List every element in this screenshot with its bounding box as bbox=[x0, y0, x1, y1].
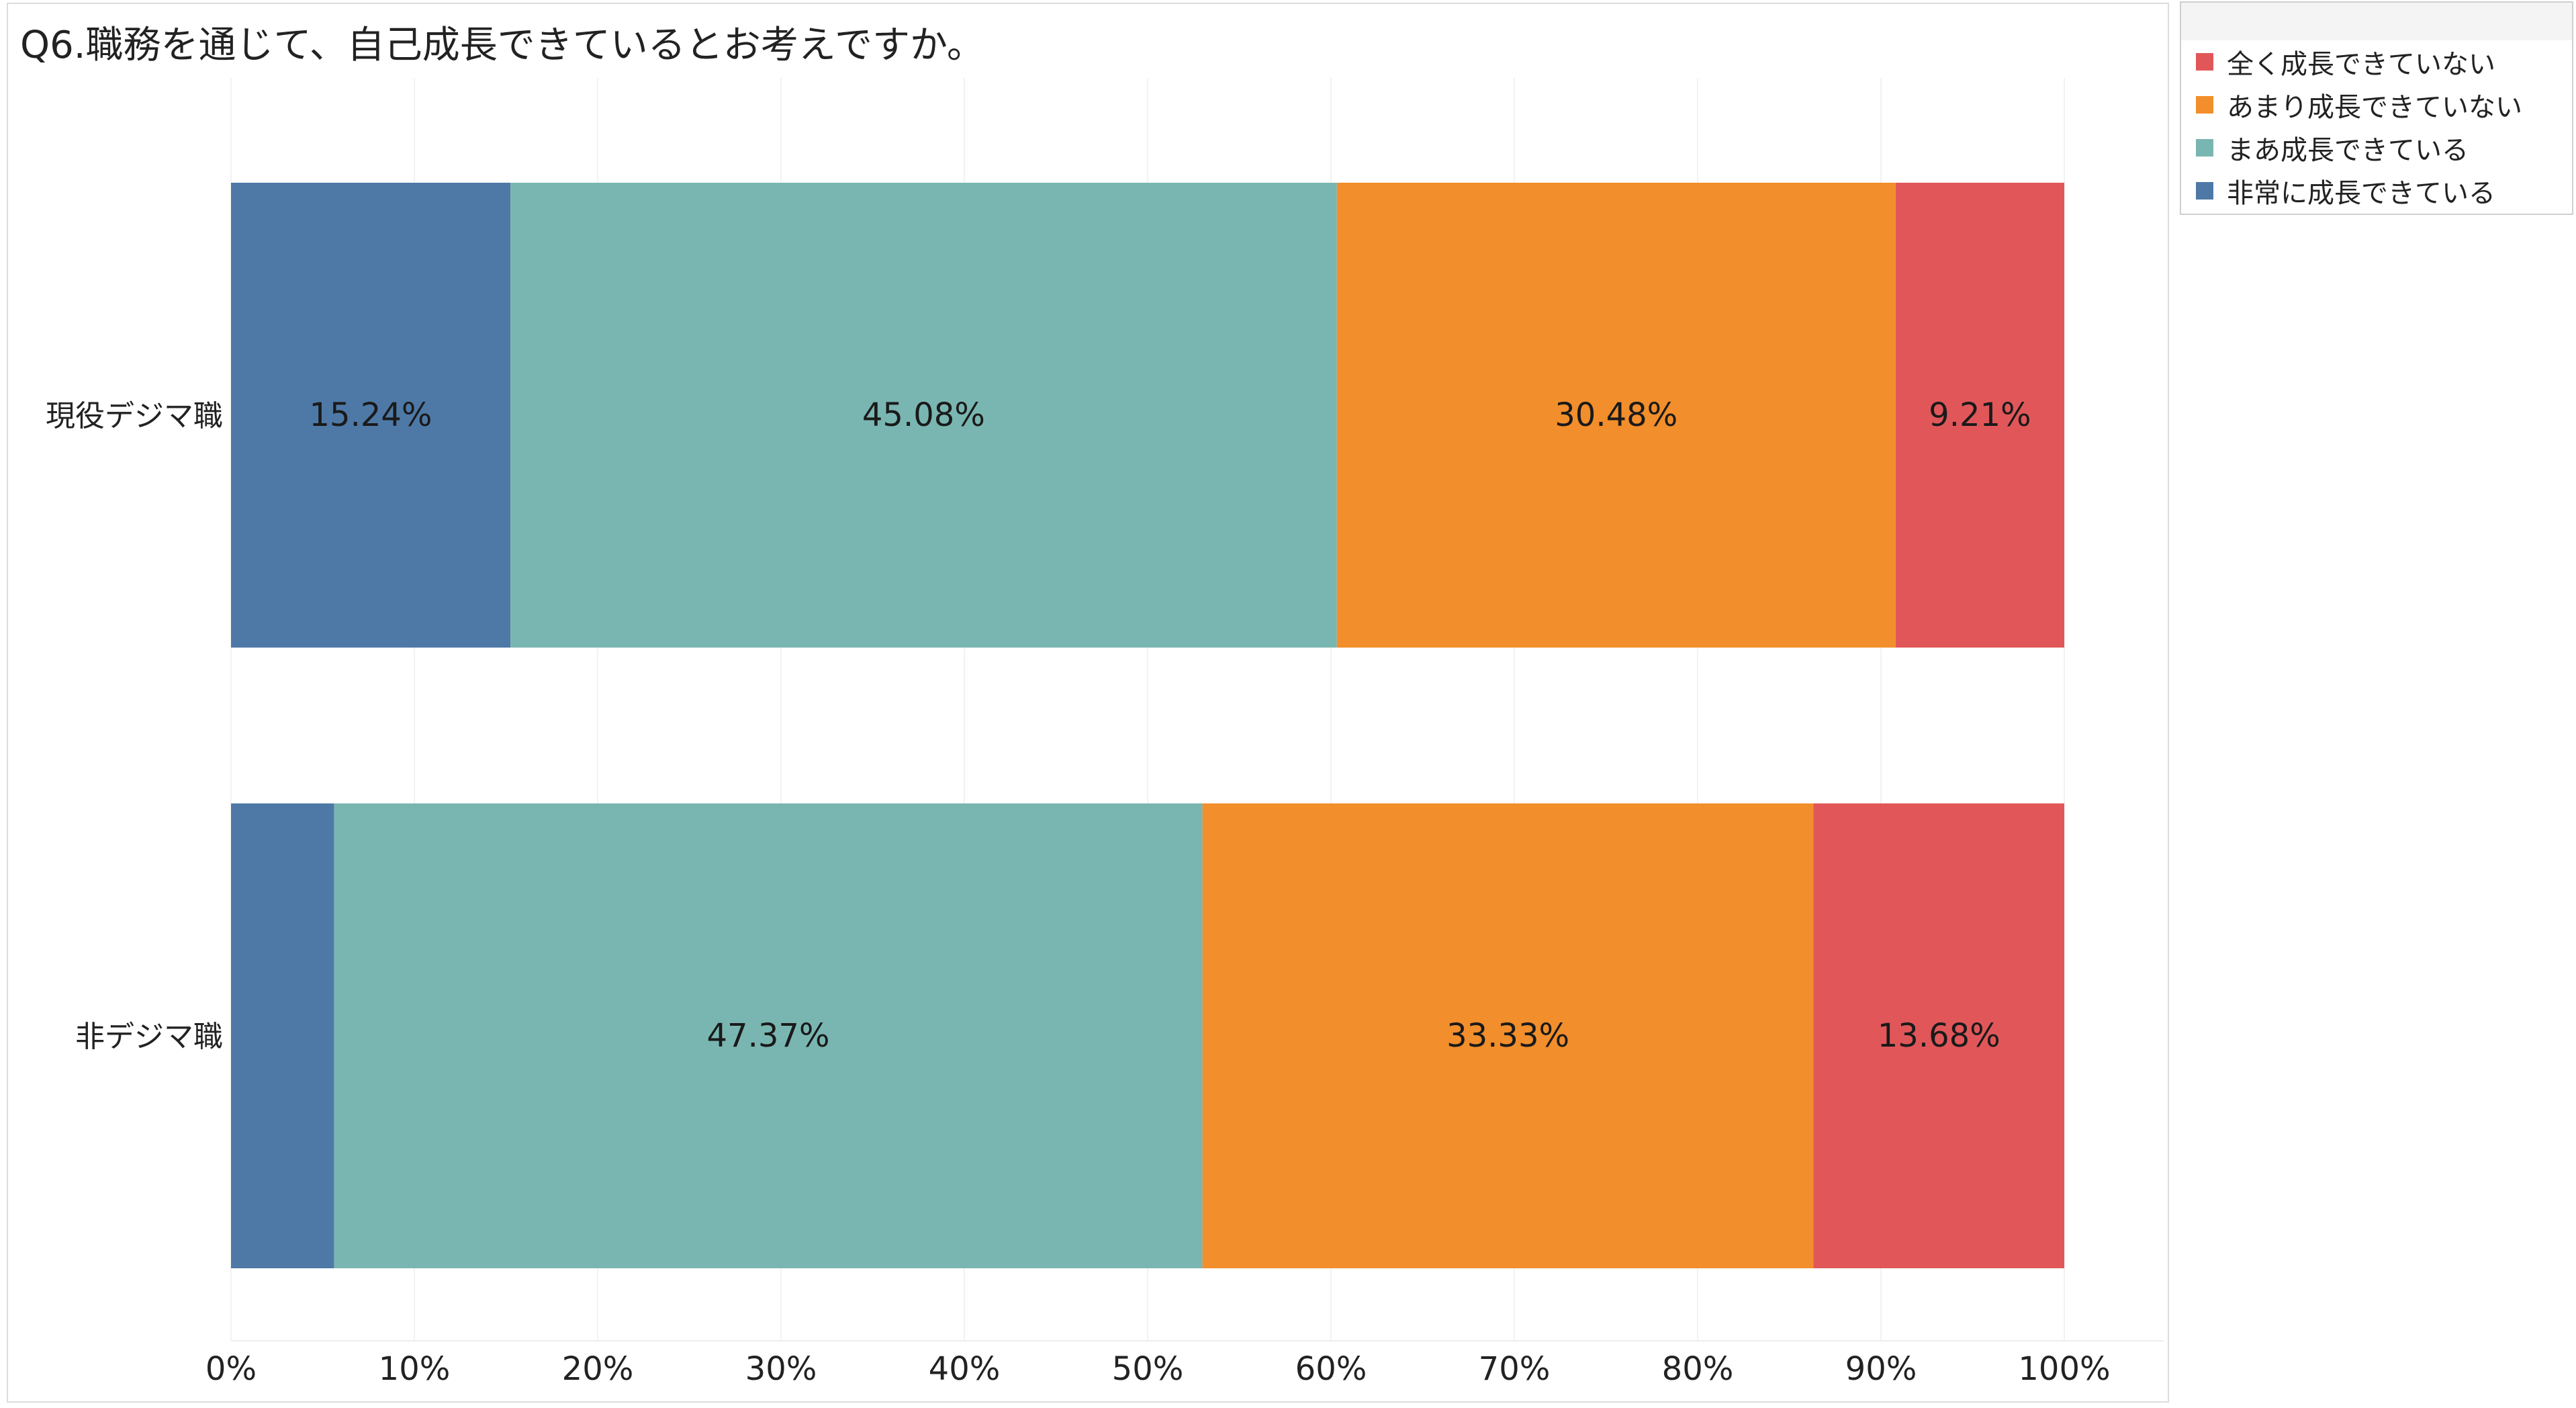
legend-label: まあ成長できている bbox=[2227, 135, 2469, 166]
x-tick-label: 40% bbox=[929, 1350, 1001, 1388]
x-tick-label: 30% bbox=[745, 1350, 817, 1388]
legend: 全く成長できていない あまり成長できていない まあ成長できている 非常に成長できている bbox=[2180, 1, 2573, 215]
category-label: 非デジマ職 bbox=[75, 1020, 223, 1054]
x-tick-label: 100% bbox=[2018, 1350, 2110, 1388]
legend-swatch bbox=[2196, 182, 2213, 200]
x-tick-label: 20% bbox=[562, 1350, 634, 1388]
x-axis-ticks: 0% 10% 20% 30% 40% 50% 60% 70% 80% 90% 100% bbox=[205, 1350, 2111, 1388]
x-tick-label: 0% bbox=[205, 1350, 257, 1388]
legend-swatch bbox=[2196, 53, 2213, 71]
stacked-bar-chart: Q6.職務を通じて、自己成長できているとお考えですか。 15.24% 45.08%… bbox=[20, 24, 2164, 1388]
bar-segment bbox=[1336, 183, 1896, 648]
bar-segment bbox=[231, 803, 334, 1268]
legend-item: まあ成長できている bbox=[2196, 129, 2469, 167]
legend-header bbox=[2181, 3, 2572, 40]
x-tick-label: 80% bbox=[1662, 1350, 1734, 1388]
bars bbox=[231, 183, 2064, 1268]
bar-segment bbox=[334, 803, 1203, 1268]
legend-label: 全く成長できていない bbox=[2227, 49, 2495, 80]
bar-segment bbox=[231, 183, 511, 648]
legend-item: 非常に成長できている bbox=[2196, 172, 2495, 210]
data-label: 47.37% bbox=[707, 1017, 830, 1055]
data-label: 9.21% bbox=[1929, 396, 2031, 434]
chart-panel: Q6.職務を通じて、自己成長できているとお考えですか。 15.24% 45.08%… bbox=[7, 3, 2169, 1403]
legend-item: 全く成長できていない bbox=[2196, 43, 2495, 81]
data-label: 33.33% bbox=[1446, 1017, 1569, 1055]
data-label: 45.08% bbox=[862, 396, 985, 434]
data-labels: 15.24% 45.08% 30.48% 9.21% 47.37% 33.33% 13.68… bbox=[310, 396, 2031, 1055]
x-tick-label: 50% bbox=[1112, 1350, 1184, 1388]
bar-segment bbox=[1813, 803, 2064, 1268]
bar-segment bbox=[1895, 183, 2064, 648]
bar-segment bbox=[1202, 803, 1814, 1268]
data-label: 15.24% bbox=[310, 396, 432, 434]
legend-swatch bbox=[2196, 96, 2213, 114]
category-label: 現役デジマ職 bbox=[46, 399, 223, 433]
legend-swatch bbox=[2196, 139, 2213, 157]
legend-label: 非常に成長できている bbox=[2227, 178, 2495, 209]
x-tick-label: 60% bbox=[1295, 1350, 1367, 1388]
legend-label: あまり成長できていない bbox=[2227, 92, 2522, 123]
x-tick-label: 70% bbox=[1479, 1350, 1551, 1388]
chart-title: Q6.職務を通じて、自己成長できているとお考えですか。 bbox=[20, 24, 984, 67]
x-tick-label: 10% bbox=[379, 1350, 451, 1388]
data-label: 13.68% bbox=[1878, 1017, 2000, 1055]
legend-item: あまり成長できていない bbox=[2196, 86, 2522, 124]
x-tick-label: 90% bbox=[1845, 1350, 1917, 1388]
bar-segment bbox=[510, 183, 1337, 648]
data-label: 30.48% bbox=[1555, 396, 1677, 434]
